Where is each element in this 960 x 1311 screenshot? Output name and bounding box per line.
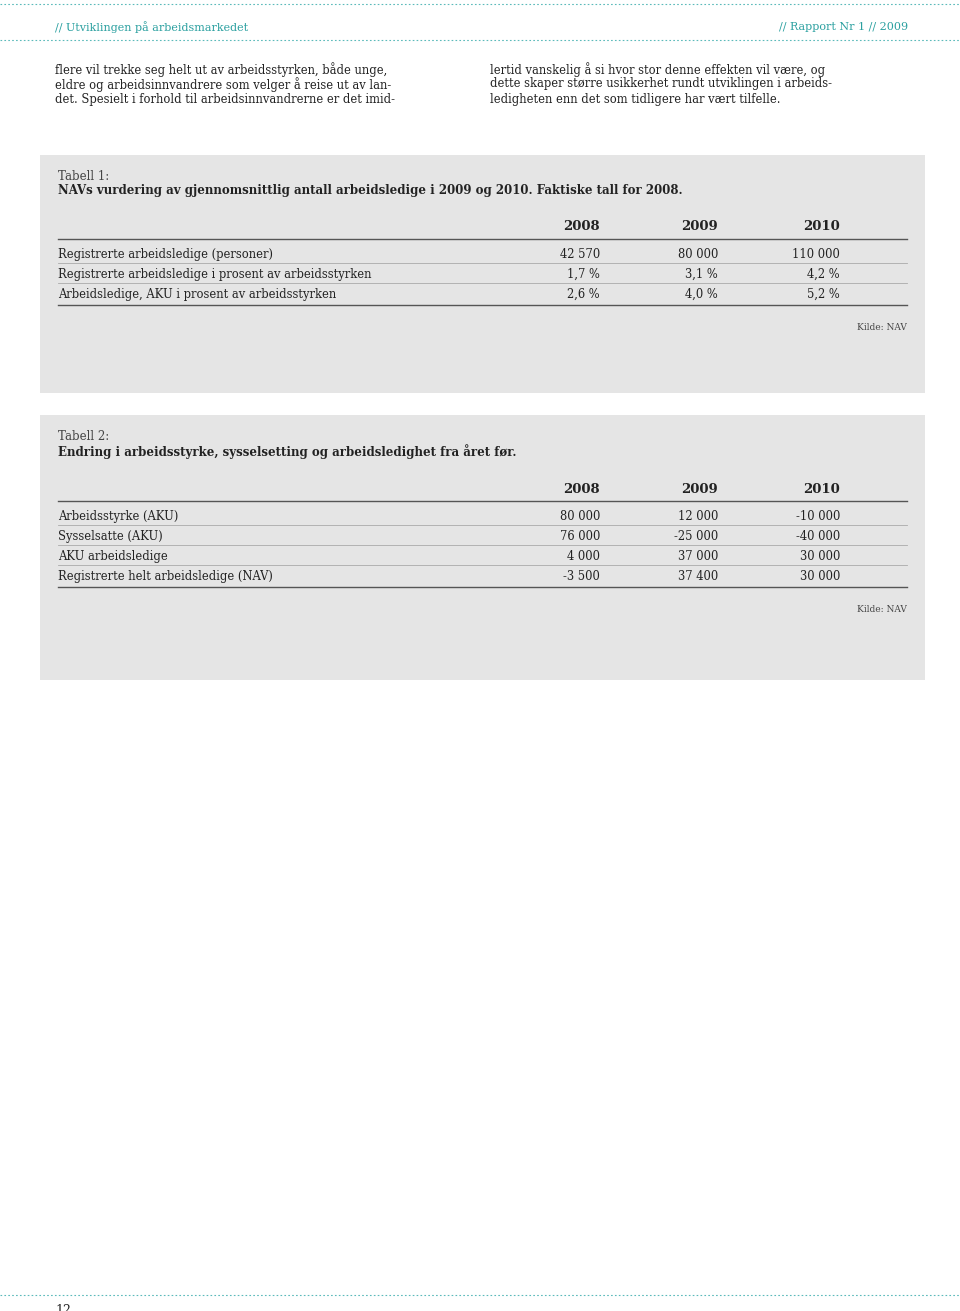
Text: Endring i arbeidsstyrke, sysselsetting og arbeidsledighet fra året før.: Endring i arbeidsstyrke, sysselsetting o… — [58, 444, 516, 459]
Text: Kilde: NAV: Kilde: NAV — [857, 323, 907, 332]
Text: 110 000: 110 000 — [792, 248, 840, 261]
Text: 2008: 2008 — [564, 482, 600, 496]
Text: 2,6 %: 2,6 % — [567, 288, 600, 302]
Text: Registrerte helt arbeidsledige (NAV): Registrerte helt arbeidsledige (NAV) — [58, 570, 273, 583]
Text: NAVs vurdering av gjennomsnittlig antall arbeidsledige i 2009 og 2010. Faktiske : NAVs vurdering av gjennomsnittlig antall… — [58, 184, 683, 197]
Text: 4,2 %: 4,2 % — [807, 267, 840, 281]
Text: AKU arbeidsledige: AKU arbeidsledige — [58, 551, 168, 562]
Text: Kilde: NAV: Kilde: NAV — [857, 604, 907, 614]
Text: 3,1 %: 3,1 % — [685, 267, 718, 281]
Text: 4,0 %: 4,0 % — [685, 288, 718, 302]
Text: lertid vanskelig å si hvor stor denne effekten vil være, og: lertid vanskelig å si hvor stor denne ef… — [490, 62, 826, 77]
Text: Tabell 1:: Tabell 1: — [58, 170, 109, 184]
Text: 37 400: 37 400 — [678, 570, 718, 583]
Text: 12: 12 — [55, 1304, 71, 1311]
Text: 42 570: 42 570 — [560, 248, 600, 261]
Text: -40 000: -40 000 — [796, 530, 840, 543]
Text: Arbeidsstyrke (AKU): Arbeidsstyrke (AKU) — [58, 510, 179, 523]
Text: ledigheten enn det som tidligere har vært tilfelle.: ledigheten enn det som tidligere har vær… — [490, 93, 780, 106]
Text: Arbeidsledige, AKU i prosent av arbeidsstyrken: Arbeidsledige, AKU i prosent av arbeidss… — [58, 288, 336, 302]
Text: 80 000: 80 000 — [560, 510, 600, 523]
Text: dette skaper større usikkerhet rundt utviklingen i arbeids-: dette skaper større usikkerhet rundt utv… — [490, 77, 832, 90]
FancyBboxPatch shape — [40, 155, 925, 393]
Text: Tabell 2:: Tabell 2: — [58, 430, 109, 443]
Text: 80 000: 80 000 — [678, 248, 718, 261]
Text: eldre og arbeidsinnvandrere som velger å reise ut av lan-: eldre og arbeidsinnvandrere som velger å… — [55, 77, 392, 92]
Text: 30 000: 30 000 — [800, 551, 840, 562]
Text: 2008: 2008 — [564, 220, 600, 233]
Text: 1,7 %: 1,7 % — [567, 267, 600, 281]
Text: det. Spesielt i forhold til arbeidsinnvandrerne er det imid-: det. Spesielt i forhold til arbeidsinnva… — [55, 93, 395, 106]
Text: 2010: 2010 — [804, 220, 840, 233]
Text: Sysselsatte (AKU): Sysselsatte (AKU) — [58, 530, 163, 543]
Text: 76 000: 76 000 — [560, 530, 600, 543]
Text: Registrerte arbeidsledige i prosent av arbeidsstyrken: Registrerte arbeidsledige i prosent av a… — [58, 267, 372, 281]
Text: 2009: 2009 — [682, 482, 718, 496]
Text: Registrerte arbeidsledige (personer): Registrerte arbeidsledige (personer) — [58, 248, 273, 261]
Text: 5,2 %: 5,2 % — [807, 288, 840, 302]
FancyBboxPatch shape — [40, 416, 925, 680]
Text: // Utviklingen på arbeidsmarkedet: // Utviklingen på arbeidsmarkedet — [55, 21, 248, 33]
Text: 2010: 2010 — [804, 482, 840, 496]
Text: flere vil trekke seg helt ut av arbeidsstyrken, både unge,: flere vil trekke seg helt ut av arbeidss… — [55, 62, 387, 77]
Text: 30 000: 30 000 — [800, 570, 840, 583]
Text: 37 000: 37 000 — [678, 551, 718, 562]
Text: -3 500: -3 500 — [564, 570, 600, 583]
Text: -10 000: -10 000 — [796, 510, 840, 523]
Text: 2009: 2009 — [682, 220, 718, 233]
Text: 12 000: 12 000 — [678, 510, 718, 523]
Text: -25 000: -25 000 — [674, 530, 718, 543]
Text: // Rapport Nr 1 // 2009: // Rapport Nr 1 // 2009 — [779, 22, 908, 31]
Text: 4 000: 4 000 — [567, 551, 600, 562]
